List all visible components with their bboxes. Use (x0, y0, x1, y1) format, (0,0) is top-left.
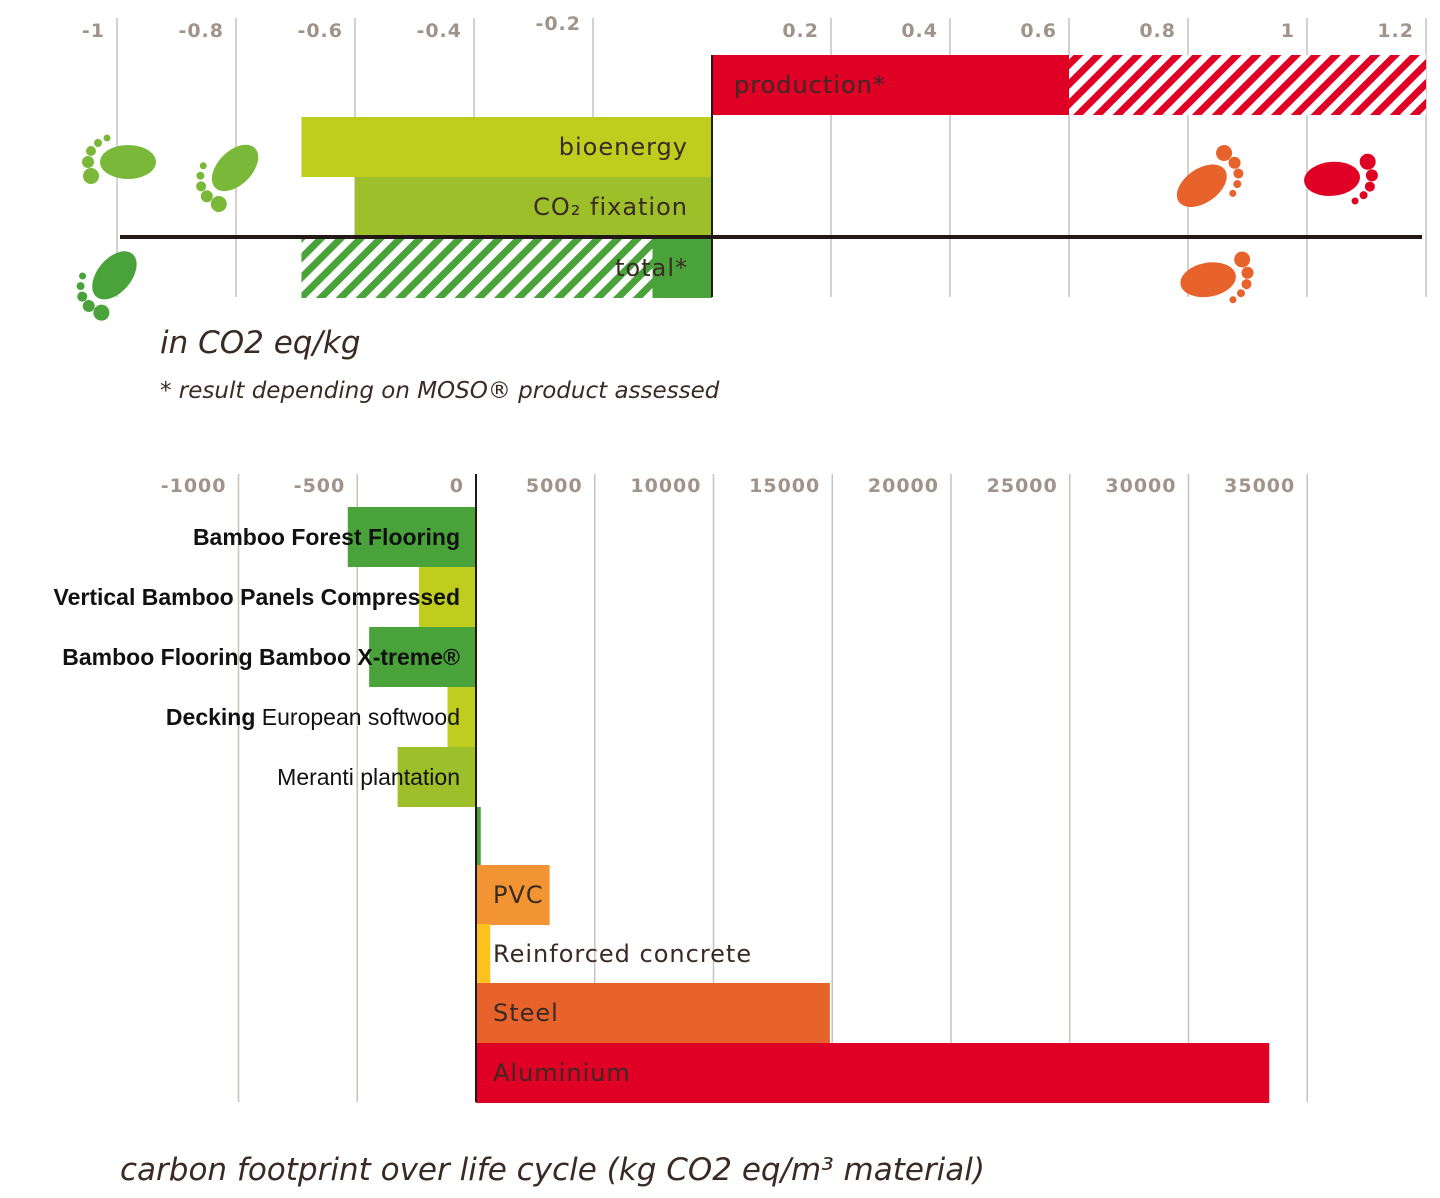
top-bar-label: CO₂ fixation (533, 193, 688, 221)
bottom-bar-label-plain: Steel (493, 999, 559, 1027)
top-bar (301, 117, 712, 177)
top-chart-unit-label: in CO2 eq/kg (160, 325, 361, 361)
top-bar-label: total* (615, 254, 688, 282)
top-tick-label: 1 (1281, 20, 1295, 42)
bottom-bar-label: Meranti plantation (277, 764, 460, 790)
top-bar-range-hatched (301, 238, 653, 298)
top-chart-footnote: * result depending on MOSO® product asse… (160, 378, 720, 404)
bottom-bar-label: Decking European softwood (166, 704, 460, 730)
top-bar-range-hatched (1069, 55, 1426, 115)
bottom-bar-label-plain: PVC (493, 881, 544, 909)
bottom-chart-tick-labels: -1000 -500 0 5000 10000 15000 20000 25000 30000 3… (161, 475, 1295, 497)
bottom-tick-label: 15000 (749, 475, 820, 497)
top-tick-label: 0.2 (782, 20, 819, 42)
bottom-tick-label: -1000 (161, 475, 227, 497)
top-bar (652, 238, 712, 298)
bottom-bar (476, 924, 491, 984)
bottom-bar (419, 567, 476, 627)
bottom-bar-label: Aluminium (493, 1059, 631, 1087)
green-footprint-icon (63, 236, 150, 325)
bottom-tick-label: -500 (294, 475, 346, 497)
bottom-chart-bars: Bamboo Forest Flooring Vertical Bamboo Pa… (54, 474, 1270, 1103)
top-tick-label: -0.8 (178, 20, 224, 42)
green-footprint-icon (82, 134, 156, 184)
bottom-bar-label-bold: Bamboo Forest Flooring (193, 524, 460, 550)
bottom-bar (397, 747, 476, 807)
bottom-bar-label-plain: Reinforced concrete (493, 940, 752, 968)
bottom-bar-label: Reinforced concrete (493, 940, 752, 968)
footprint-icons (63, 128, 1381, 325)
bottom-bar (476, 1043, 1270, 1103)
top-tick-label: -0.2 (535, 13, 581, 35)
bottom-tick-label: 10000 (630, 475, 701, 497)
orange-footprint-icon (1166, 141, 1256, 225)
bottom-tick-label: 30000 (1105, 475, 1176, 497)
top-bar (355, 177, 712, 237)
green-footprint-icon (183, 128, 271, 217)
bottom-chart-x-axis-label: carbon footprint over life cycle (kg CO2… (120, 1152, 985, 1188)
bottom-bar (347, 507, 476, 567)
bottom-bar (476, 865, 550, 925)
bottom-bar-label-plain: Meranti plantation (277, 764, 460, 790)
bottom-bar-label-bold: Decking (166, 704, 255, 730)
bottom-tick-label: 25000 (987, 475, 1058, 497)
bottom-bar-label-bold: Bamboo Flooring Bamboo X-treme® (62, 644, 460, 670)
bottom-bar-label: Bamboo Flooring Bamboo X-treme® (62, 644, 460, 670)
top-tick-label: 0.8 (1139, 20, 1176, 42)
bottom-tick-label: 35000 (1224, 475, 1295, 497)
top-tick-label: 0.6 (1020, 20, 1057, 42)
top-chart-bars: production* bioenergy CO₂ fixation total* (120, 55, 1426, 298)
orange-footprint-icon (1176, 250, 1259, 312)
top-tick-label: 1.2 (1377, 20, 1414, 42)
red-footprint-icon (1302, 152, 1381, 209)
bottom-bar-label-bold: Vertical Bamboo Panels Compressed (54, 584, 461, 610)
bottom-bar-label: Bamboo Forest Flooring (193, 524, 460, 550)
top-bar-label: bioenergy (559, 133, 688, 161)
top-tick-label: 0.4 (901, 20, 938, 42)
bottom-bar-label: Steel (493, 999, 559, 1027)
bottom-bar (476, 983, 830, 1043)
bottom-tick-label: 0 (450, 475, 464, 497)
top-tick-label: -0.4 (416, 20, 462, 42)
bottom-bar-label: Vertical Bamboo Panels Compressed (54, 584, 461, 610)
bottom-tick-label: 20000 (868, 475, 939, 497)
top-tick-label: -0.6 (297, 20, 343, 42)
bottom-bar (369, 627, 476, 687)
top-tick-label: -1 (82, 20, 105, 42)
bottom-bar-label-plain: Aluminium (493, 1059, 631, 1087)
bottom-bar (476, 807, 481, 867)
top-chart-tick-labels: -1 -0.8 -0.6 -0.4 -0.2 0.2 0.4 0.6 0.8 1 1.2 (82, 13, 1414, 42)
bottom-bar-label: PVC (493, 881, 544, 909)
bottom-tick-label: 5000 (526, 475, 583, 497)
bottom-bar-label-plain: European softwood (255, 704, 460, 730)
top-bar-label: production* (734, 71, 886, 99)
bottom-bar (447, 687, 476, 747)
top-bar (712, 55, 1069, 115)
